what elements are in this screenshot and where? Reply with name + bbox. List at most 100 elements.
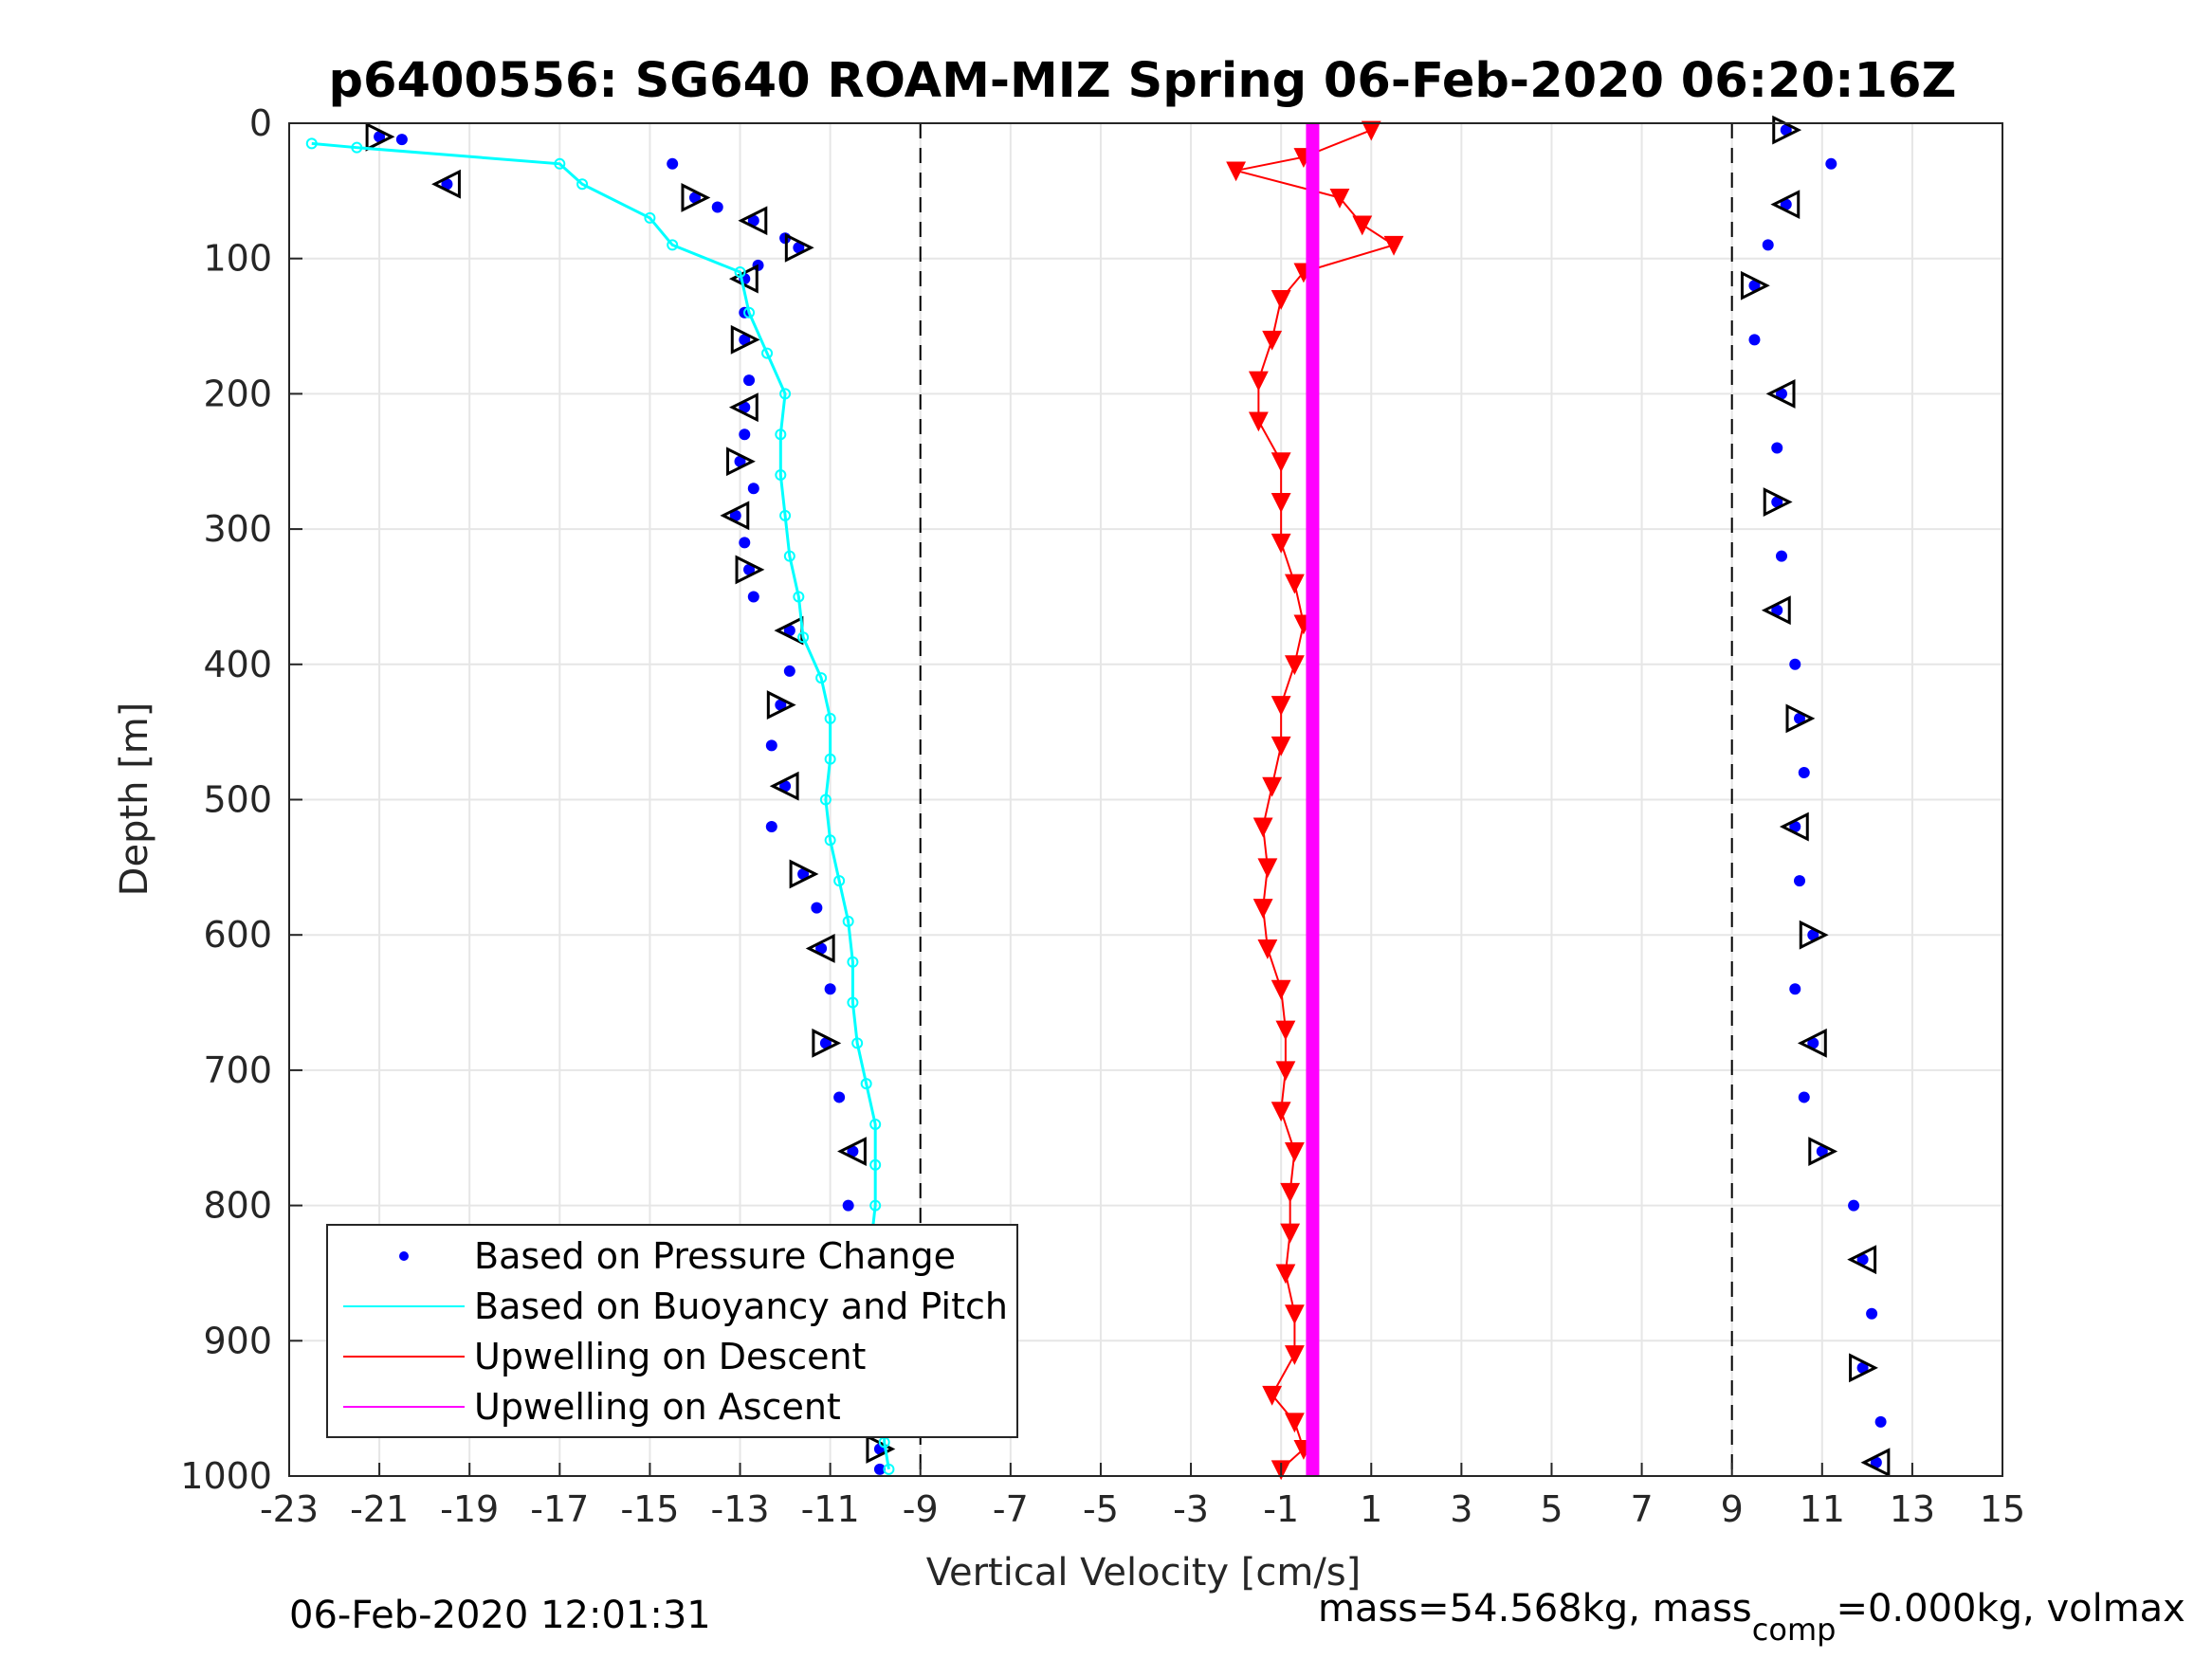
upwelling-descent-point: [1284, 1413, 1305, 1433]
upwelling-descent-point: [1284, 1345, 1305, 1365]
pressure-change-point: [833, 1091, 846, 1103]
upwelling-descent-point: [1271, 1102, 1291, 1122]
buoyancy-pitch-point: [793, 591, 805, 603]
x-tick-label: -3: [1173, 1488, 1209, 1530]
pressure-change-point: [441, 178, 453, 191]
pressure-change-point: [873, 1463, 886, 1475]
pressure-change-point: [711, 201, 723, 213]
x-tick-label: 13: [1890, 1488, 1935, 1530]
upwelling-descent-point: [1226, 161, 1247, 182]
point-marker-triangle: [1847, 1245, 1877, 1275]
pressure-change-point: [739, 428, 751, 441]
buoyancy-pitch-point: [815, 672, 828, 684]
buoyancy-pitch-point: [824, 834, 836, 847]
x-tick-label: -5: [1083, 1488, 1119, 1530]
pressure-change-point: [739, 537, 751, 549]
point-marker-triangle: [738, 206, 768, 236]
buoyancy-pitch-point: [833, 875, 846, 887]
upwelling-descent-point: [1280, 1182, 1301, 1203]
upwelling-descent-point: [1248, 371, 1269, 392]
pressure-change-point: [747, 483, 759, 495]
point-marker-triangle: [1785, 703, 1816, 734]
pressure-change-point: [1794, 712, 1806, 724]
buoyancy-pitch-point: [305, 137, 318, 150]
legend-label: Upwelling on Ascent: [474, 1386, 841, 1428]
buoyancy-pitch-point: [819, 793, 832, 806]
point-marker-triangle: [769, 771, 799, 801]
pressure-change-point: [1848, 1199, 1860, 1212]
pressure-change-point: [747, 591, 759, 603]
point-marker-triangle: [1763, 487, 1793, 517]
upwelling-descent-point: [1271, 452, 1291, 473]
pressure-change-point: [775, 699, 787, 711]
x-tick-label: 11: [1800, 1488, 1845, 1530]
pressure-change-point: [819, 1037, 832, 1049]
point-marker-triangle: [365, 121, 395, 152]
pressure-change-point: [739, 334, 751, 346]
pressure-change-point: [1748, 334, 1761, 346]
pressure-change-point: [734, 455, 746, 467]
pressure-change-point: [1807, 929, 1819, 941]
upwelling-descent-point: [1275, 1264, 1296, 1285]
reference-lines: [919, 123, 1733, 1476]
pressure-change-point: [824, 983, 836, 995]
buoyancy-pitch-point: [775, 428, 787, 441]
buoyancy-pitch-point: [824, 712, 836, 724]
upwelling-descent-point: [1284, 655, 1305, 676]
pressure-change-point: [1775, 388, 1787, 400]
pressure-change-point: [1771, 442, 1783, 454]
legend-label: Upwelling on Descent: [474, 1336, 866, 1377]
pressure-change-point: [1798, 766, 1810, 778]
pressure-change-point: [1789, 983, 1801, 995]
buoyancy-pitch-point: [779, 388, 792, 400]
x-tick-label: -15: [620, 1488, 679, 1530]
y-tick-label: 1000: [180, 1455, 272, 1497]
x-tick-label: 3: [1450, 1488, 1472, 1530]
point-marker-triangle: [720, 501, 750, 531]
upwelling-descent-point: [1352, 215, 1373, 236]
upwelling-descent-point: [1280, 1223, 1301, 1244]
y-tick-label: 700: [203, 1049, 272, 1091]
x-tick-label: -19: [440, 1488, 499, 1530]
x-tick-label: 1: [1360, 1488, 1382, 1530]
pressure-change-point: [847, 1145, 859, 1158]
legend: Based on Pressure Change Based on Buoyanc…: [326, 1224, 1018, 1438]
pressure-change-point: [842, 1199, 854, 1212]
point-marker-triangle: [1761, 595, 1791, 626]
buoyancy-pitch-point: [847, 956, 859, 968]
data-series: [305, 115, 1891, 1481]
pressure-change-point: [1748, 280, 1761, 292]
point-marker-triangle: [1770, 190, 1801, 220]
y-tick-label: 800: [203, 1185, 272, 1227]
buoyancy-pitch-point: [869, 1158, 882, 1171]
pressure-change-point: [729, 509, 741, 521]
point-marker-triangle: [726, 447, 756, 477]
buoyancy-pitch-point: [783, 550, 795, 562]
buoyancy-pitch-point: [734, 265, 746, 278]
point-marker-triangle: [1808, 1137, 1838, 1166]
x-tick-label: -21: [350, 1488, 409, 1530]
buoyancy-pitch-point: [667, 239, 679, 251]
pressure-change-point: [743, 374, 756, 387]
pressure-change-point: [779, 780, 792, 793]
y-tick-label: 100: [203, 238, 272, 280]
pressure-change-point: [395, 134, 408, 146]
pressure-change-point: [1775, 550, 1787, 562]
y-tick-label: 300: [203, 508, 272, 550]
y-tick-label: 900: [203, 1320, 272, 1361]
pressure-change-point: [1771, 604, 1783, 616]
point-marker-triangle: [1765, 378, 1796, 409]
buoyancy-pitch-point: [842, 915, 854, 927]
point-marker-triangle: [1860, 1448, 1891, 1478]
point-marker-triangle: [1849, 1353, 1878, 1383]
x-tick-label: -9: [903, 1488, 939, 1530]
buoyancy-pitch-point: [824, 753, 836, 765]
upwelling-descent-point: [1271, 493, 1291, 513]
point-marker-triangle: [735, 555, 765, 585]
x-tick-label: -11: [801, 1488, 860, 1530]
y-axis-label: Depth [m]: [113, 702, 156, 897]
buoyancy-pitch-point: [779, 509, 792, 521]
pressure-change-point: [688, 191, 701, 204]
upwelling-descent-point: [1271, 736, 1291, 757]
axis-ticks: -23 -21 -19 -17 -15 -13 -11 -9 -7 -5 -3 -1 1 3 5 7 9 11 13…: [180, 102, 2025, 1530]
